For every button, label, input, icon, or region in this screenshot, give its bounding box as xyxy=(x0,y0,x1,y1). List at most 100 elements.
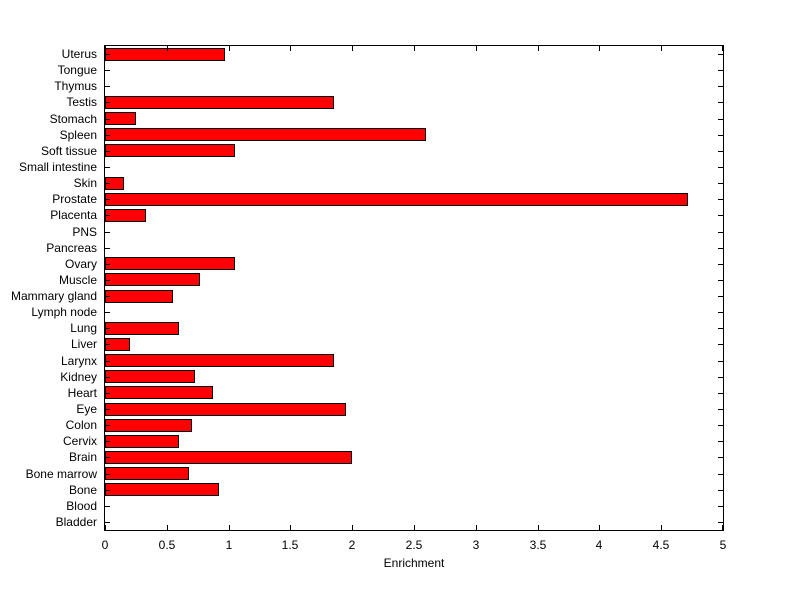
y-tick-mark xyxy=(105,215,110,216)
y-tick-label-larynx: Larynx xyxy=(60,354,97,368)
y-tick-mark xyxy=(105,522,110,523)
y-tick-mark xyxy=(718,506,723,507)
x-tick-label-1-5: 1.5 xyxy=(281,538,299,552)
y-tick-mark xyxy=(718,474,723,475)
x-tick-mark xyxy=(476,525,477,530)
bar-ovary xyxy=(105,257,235,270)
x-tick-label-1: 1 xyxy=(225,538,233,552)
y-tick-mark xyxy=(718,102,723,103)
y-tick-label-skin: Skin xyxy=(73,176,97,190)
x-axis-title: Enrichment xyxy=(383,556,445,570)
y-tick-label-bone: Bone xyxy=(68,483,97,497)
y-tick-mark xyxy=(105,506,110,507)
y-tick-label-small-intestine: Small intestine xyxy=(18,160,97,174)
y-tick-mark xyxy=(105,70,110,71)
y-tick-mark xyxy=(105,490,110,491)
x-tick-label-3: 3 xyxy=(472,538,480,552)
x-tick-label-3-5: 3.5 xyxy=(529,538,547,552)
x-tick-mark xyxy=(167,46,168,51)
y-tick-mark xyxy=(718,119,723,120)
y-tick-mark xyxy=(105,280,110,281)
y-tick-mark xyxy=(105,183,110,184)
plot-area xyxy=(104,45,724,531)
y-tick-label-brain: Brain xyxy=(68,450,97,464)
x-tick-label-5: 5 xyxy=(719,538,727,552)
bar-eye xyxy=(105,403,346,416)
y-tick-label-lymph-node: Lymph node xyxy=(31,305,97,319)
x-tick-mark xyxy=(105,525,106,530)
y-tick-label-heart: Heart xyxy=(67,386,97,400)
bar-heart xyxy=(105,386,213,399)
x-tick-mark xyxy=(352,46,353,51)
y-tick-mark xyxy=(105,199,110,200)
y-tick-mark xyxy=(718,54,723,55)
y-tick-mark xyxy=(105,232,110,233)
y-tick-label-colon: Colon xyxy=(65,418,97,432)
bar-brain xyxy=(105,451,352,464)
y-tick-label-prostate: Prostate xyxy=(52,192,97,206)
y-tick-mark xyxy=(718,248,723,249)
y-tick-mark xyxy=(105,296,110,297)
x-tick-mark xyxy=(414,46,415,51)
y-tick-mark xyxy=(105,54,110,55)
y-tick-mark xyxy=(105,102,110,103)
y-tick-label-thymus: Thymus xyxy=(54,79,97,93)
y-tick-mark xyxy=(105,393,110,394)
y-tick-label-uterus: Uterus xyxy=(61,47,97,61)
y-tick-mark xyxy=(105,264,110,265)
y-tick-label-bone-marrow: Bone marrow xyxy=(25,467,97,481)
y-tick-label-muscle: Muscle xyxy=(58,273,97,287)
x-tick-mark xyxy=(599,46,600,51)
y-tick-mark xyxy=(718,151,723,152)
x-tick-mark xyxy=(538,46,539,51)
x-tick-mark xyxy=(229,46,230,51)
y-tick-label-mammary-gland: Mammary gland xyxy=(10,289,97,303)
y-tick-label-pns: PNS xyxy=(72,225,97,239)
y-tick-mark xyxy=(718,344,723,345)
x-tick-mark xyxy=(661,525,662,530)
y-tick-label-liver: Liver xyxy=(70,337,97,351)
bar-uterus xyxy=(105,48,225,61)
bar-muscle xyxy=(105,273,200,286)
bar-larynx xyxy=(105,354,334,367)
y-tick-mark xyxy=(718,425,723,426)
y-tick-label-pancreas: Pancreas xyxy=(46,241,97,255)
x-tick-mark xyxy=(661,46,662,51)
y-tick-mark xyxy=(105,409,110,410)
y-tick-mark xyxy=(105,151,110,152)
y-tick-mark xyxy=(718,377,723,378)
x-tick-label-2: 2 xyxy=(348,538,356,552)
y-tick-mark xyxy=(718,86,723,87)
x-tick-mark xyxy=(290,46,291,51)
y-tick-mark xyxy=(105,344,110,345)
bar-spleen xyxy=(105,128,426,141)
y-tick-mark xyxy=(105,441,110,442)
y-tick-mark xyxy=(718,361,723,362)
y-tick-mark xyxy=(105,135,110,136)
y-tick-mark xyxy=(718,328,723,329)
bar-colon xyxy=(105,419,192,432)
x-tick-mark xyxy=(476,46,477,51)
x-tick-label-4-5: 4.5 xyxy=(652,538,670,552)
y-tick-label-blood: Blood xyxy=(66,499,97,513)
x-tick-label-0: 0 xyxy=(101,538,109,552)
y-tick-mark xyxy=(718,215,723,216)
y-tick-mark xyxy=(105,119,110,120)
y-tick-mark xyxy=(105,328,110,329)
x-tick-mark xyxy=(722,525,723,530)
y-tick-mark xyxy=(718,457,723,458)
bar-stomach xyxy=(105,112,136,125)
y-tick-mark xyxy=(718,393,723,394)
x-tick-mark xyxy=(352,525,353,530)
y-tick-label-eye: Eye xyxy=(76,402,97,416)
y-tick-mark xyxy=(718,70,723,71)
bar-testis xyxy=(105,96,334,109)
x-tick-mark xyxy=(229,525,230,530)
bar-bone-marrow xyxy=(105,467,189,480)
bar-cervix xyxy=(105,435,179,448)
y-tick-label-testis: Testis xyxy=(66,95,97,109)
y-tick-mark xyxy=(105,86,110,87)
y-tick-mark xyxy=(105,474,110,475)
y-tick-mark xyxy=(718,409,723,410)
